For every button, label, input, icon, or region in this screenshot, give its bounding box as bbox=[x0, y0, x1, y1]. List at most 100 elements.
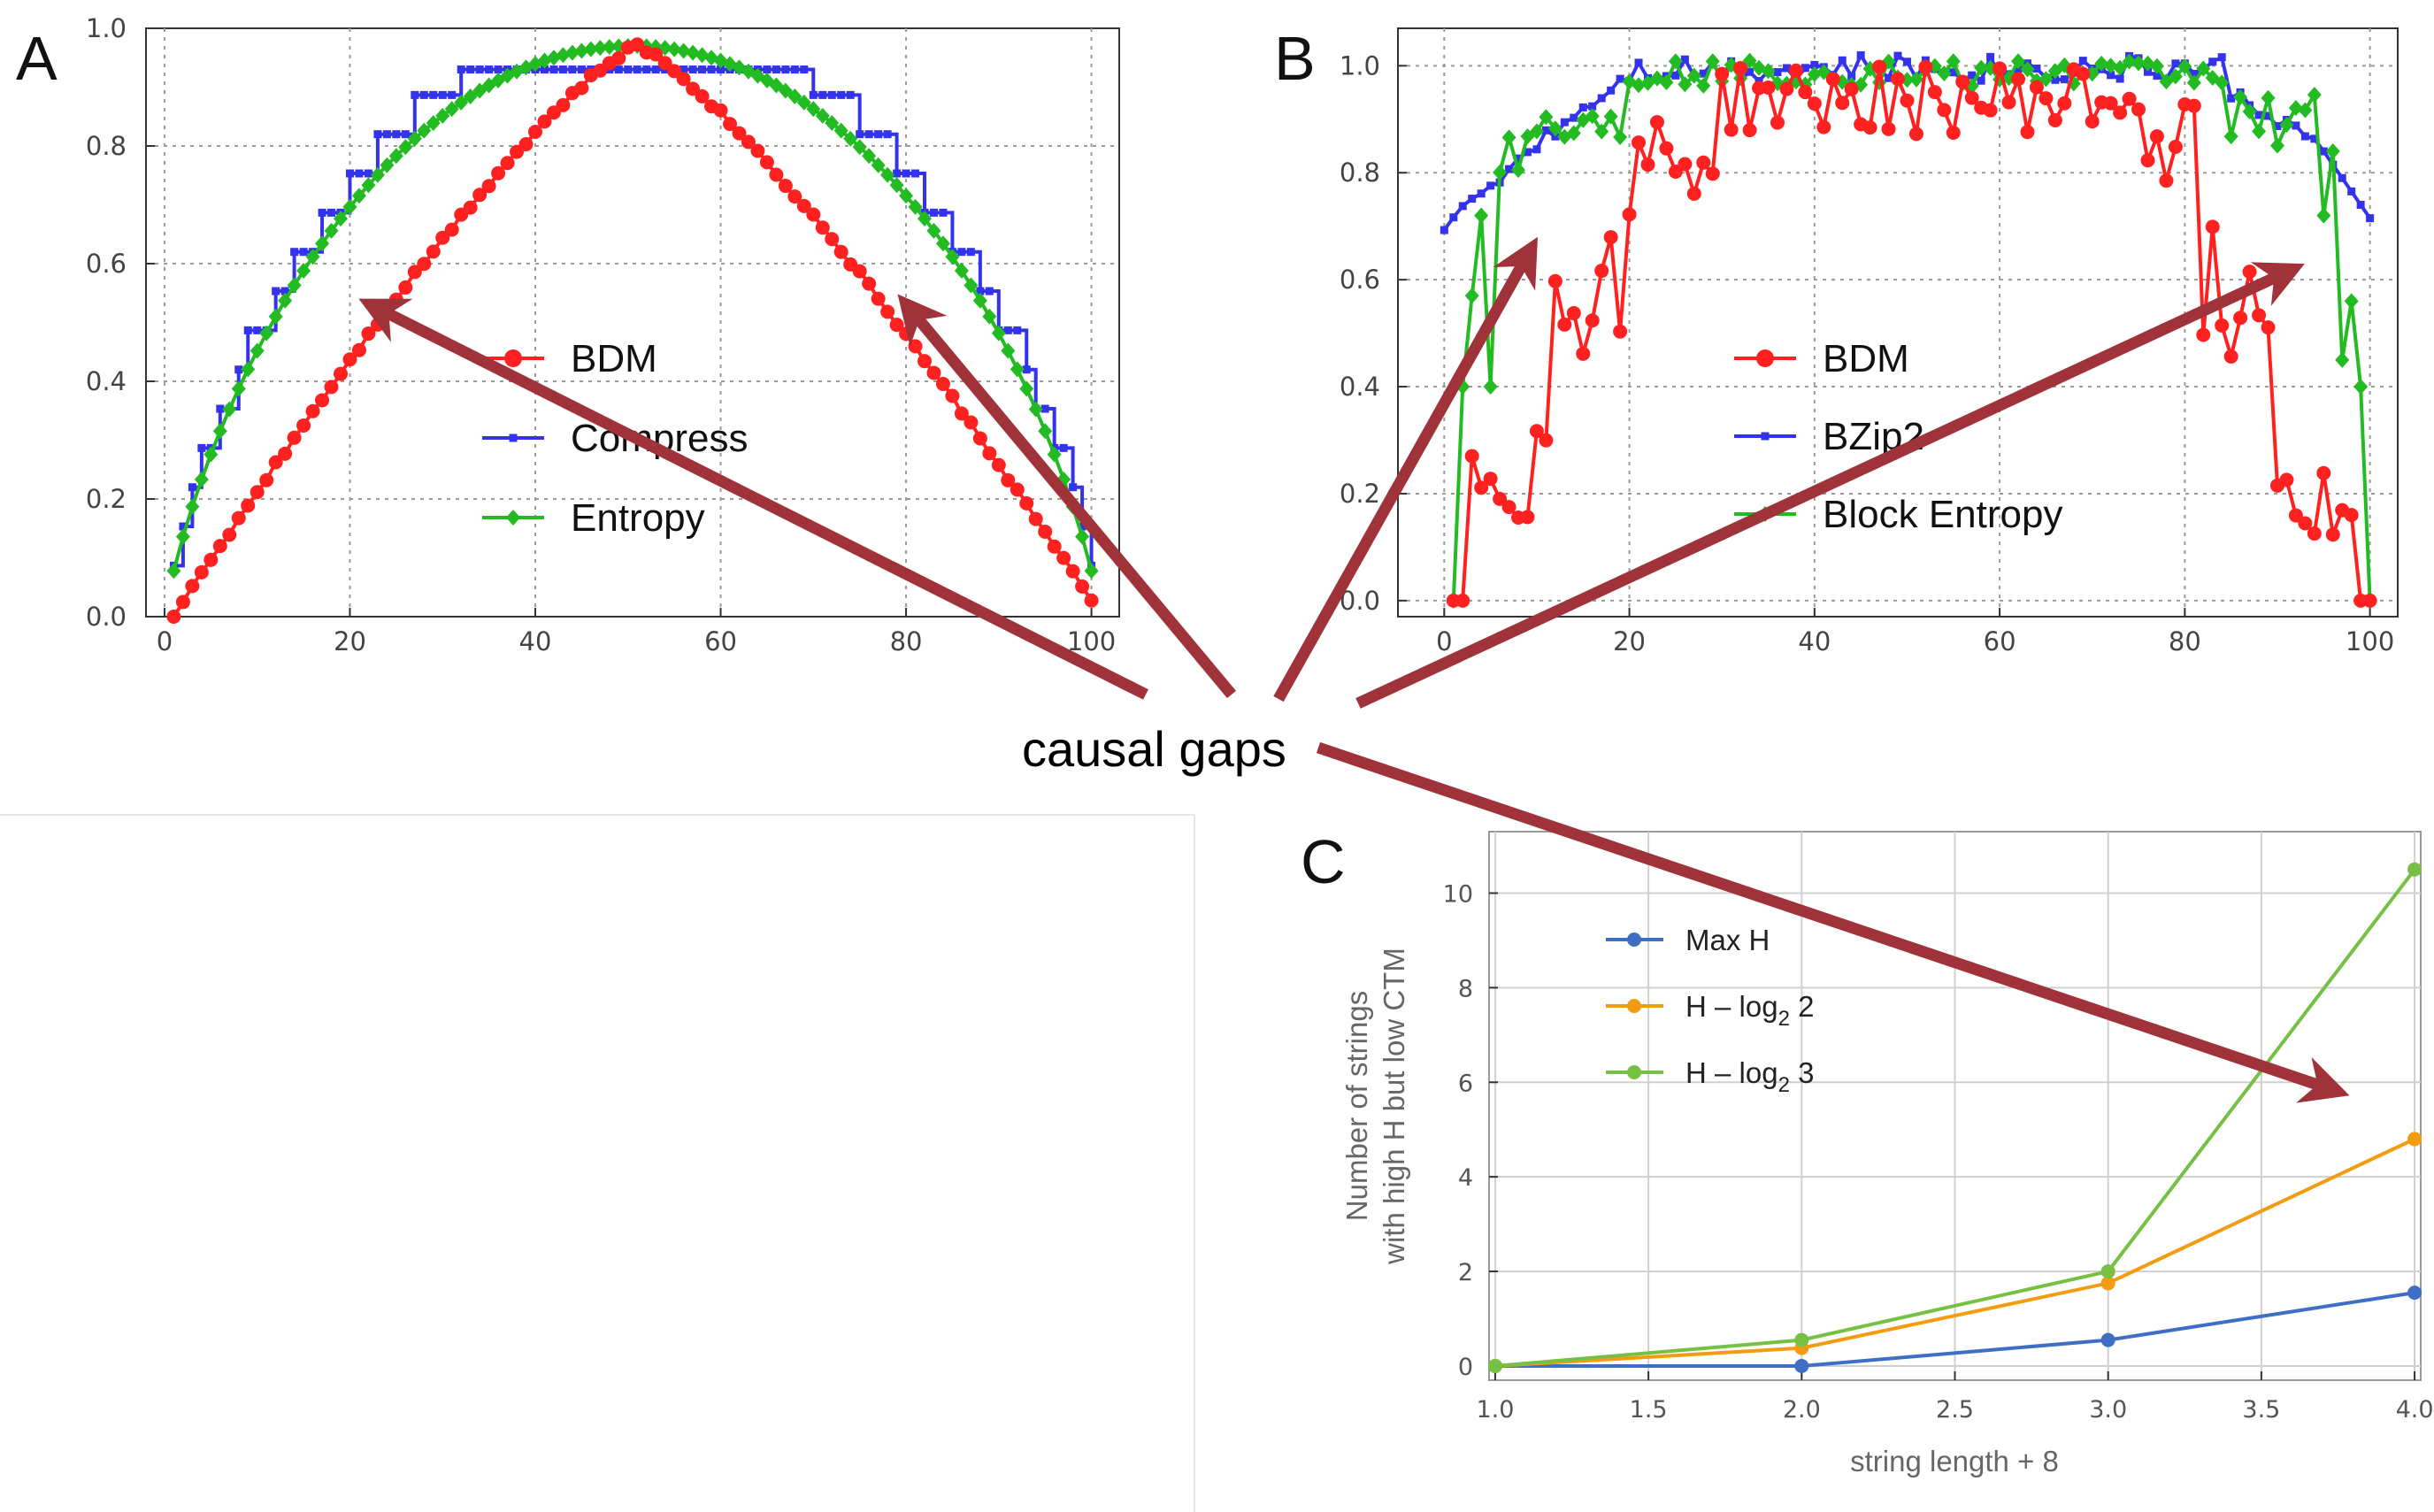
data-point bbox=[327, 208, 336, 217]
data-point bbox=[2029, 80, 2044, 95]
series-line bbox=[1494, 1291, 2415, 1368]
data-point bbox=[380, 157, 395, 173]
data-point bbox=[2196, 60, 2211, 77]
data-point bbox=[2115, 74, 2124, 83]
series-line bbox=[173, 67, 1094, 568]
y-tick-label: 0.2 bbox=[1340, 479, 1380, 509]
data-point bbox=[1566, 125, 1581, 142]
y-tick-label: 1.0 bbox=[86, 13, 127, 43]
data-point bbox=[2057, 96, 2072, 111]
data-point bbox=[864, 130, 873, 139]
data-point bbox=[342, 198, 357, 215]
data-point bbox=[398, 280, 413, 295]
data-point bbox=[741, 134, 756, 150]
data-point bbox=[2273, 122, 2282, 131]
legend-label-main: H – log bbox=[1685, 1056, 1778, 1089]
x-tick-label: 100 bbox=[2346, 626, 2394, 656]
arrow-to-panel-b-left-gap bbox=[1273, 236, 1539, 702]
data-point bbox=[593, 40, 608, 57]
data-point bbox=[2122, 91, 2137, 106]
data-point bbox=[1056, 550, 1071, 565]
data-point bbox=[1696, 77, 1711, 94]
data-point bbox=[899, 326, 914, 342]
data-point bbox=[1038, 423, 1053, 440]
data-point bbox=[2242, 104, 2257, 120]
data-point bbox=[1001, 342, 1016, 359]
legend-label: BDM bbox=[1823, 337, 1909, 380]
data-point bbox=[1885, 73, 1893, 82]
x-tick-label: 3.0 bbox=[2089, 1396, 2127, 1424]
data-point bbox=[1838, 56, 1847, 65]
data-point bbox=[926, 365, 941, 380]
data-point bbox=[2020, 125, 2035, 140]
data-point bbox=[351, 342, 366, 357]
causal-gaps-label: causal gaps bbox=[1022, 721, 1286, 777]
data-point bbox=[935, 235, 950, 252]
data-point bbox=[908, 198, 923, 215]
data-point bbox=[964, 415, 979, 430]
data-point bbox=[419, 90, 428, 99]
data-point bbox=[667, 41, 682, 58]
data-point bbox=[435, 107, 450, 124]
data-point bbox=[1529, 123, 1544, 140]
data-point bbox=[1449, 213, 1458, 222]
data-point bbox=[918, 211, 932, 227]
data-point bbox=[243, 326, 252, 334]
data-point bbox=[2196, 327, 2211, 342]
data-point bbox=[1458, 202, 1467, 211]
data-point bbox=[1659, 73, 1674, 90]
data-point bbox=[1686, 186, 1701, 201]
y-tick-label: 1.0 bbox=[1340, 50, 1380, 81]
panel-a-series bbox=[166, 37, 1099, 624]
data-point bbox=[1010, 482, 1025, 497]
series-line bbox=[1494, 1137, 2415, 1368]
x-tick-label: 40 bbox=[1798, 626, 1831, 656]
data-point bbox=[1511, 162, 1526, 179]
data-point bbox=[2307, 87, 2322, 104]
legend-swatch-marker bbox=[1761, 432, 1770, 441]
data-point bbox=[417, 122, 432, 139]
data-point bbox=[676, 72, 691, 87]
y-tick-label: 0.4 bbox=[1340, 372, 1380, 402]
data-point bbox=[874, 130, 883, 139]
data-point bbox=[2215, 74, 2230, 91]
data-point bbox=[1019, 380, 1034, 397]
data-point bbox=[1464, 449, 1479, 464]
data-point bbox=[750, 143, 765, 158]
panel-c-y-axis-label-line2: with high H but low CTM bbox=[1378, 948, 1410, 1265]
data-point bbox=[463, 88, 478, 105]
data-point bbox=[500, 156, 515, 171]
data-point bbox=[568, 65, 577, 74]
data-point bbox=[787, 189, 802, 204]
data-point bbox=[1788, 63, 1803, 78]
data-point bbox=[2159, 173, 2174, 188]
data-point bbox=[1588, 102, 1597, 111]
data-point bbox=[259, 325, 274, 342]
data-point bbox=[856, 130, 864, 139]
data-point bbox=[222, 401, 237, 418]
data-point bbox=[1477, 189, 1486, 198]
data-point bbox=[1038, 524, 1053, 539]
data-point bbox=[667, 64, 682, 79]
data-point bbox=[926, 222, 941, 239]
data-point bbox=[444, 101, 459, 118]
data-point bbox=[1594, 264, 1609, 279]
data-point bbox=[216, 404, 225, 413]
x-tick-label: 2.5 bbox=[1936, 1396, 1974, 1424]
data-point bbox=[1501, 129, 1516, 146]
data-point bbox=[1977, 76, 1985, 85]
data-point bbox=[1649, 115, 1664, 130]
data-point bbox=[911, 169, 920, 178]
data-point bbox=[852, 264, 867, 279]
data-point bbox=[843, 130, 858, 147]
data-point bbox=[657, 56, 672, 71]
data-point bbox=[1013, 326, 1022, 334]
data-point bbox=[982, 308, 997, 325]
data-point bbox=[1686, 67, 1701, 84]
data-point bbox=[429, 90, 438, 99]
data-point bbox=[1505, 165, 1514, 173]
x-tick-label: 100 bbox=[1067, 626, 1116, 656]
data-point bbox=[2316, 207, 2331, 224]
series-bdm bbox=[1446, 59, 2377, 608]
